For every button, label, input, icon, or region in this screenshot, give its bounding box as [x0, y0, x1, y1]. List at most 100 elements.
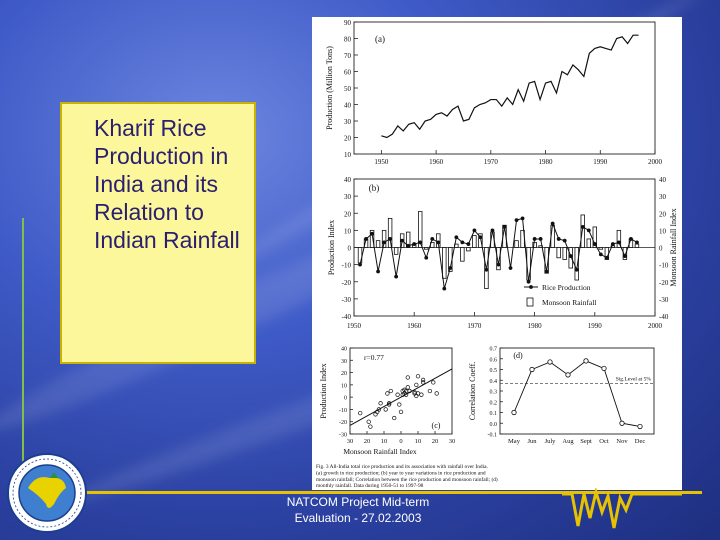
panel-c-point	[431, 380, 436, 385]
panel-b-ytick-label: -40	[342, 313, 352, 321]
panel-d-point	[511, 409, 517, 416]
panel-a-series-line	[381, 34, 639, 139]
title-box: Kharif Rice Production in India and its …	[60, 102, 256, 364]
panel-c-xtick-label: 20	[432, 438, 439, 445]
panel-d-ytick-label: 0.5	[490, 368, 498, 374]
panel-b-production-point	[382, 240, 386, 245]
panel-c-point	[434, 391, 439, 396]
panel-b-production-point	[538, 237, 543, 241]
panel-b-rainfall-bar	[616, 229, 622, 248]
panel-c-ytick-label: 10	[341, 383, 347, 389]
panel-b-production-point	[598, 252, 603, 257]
panel-c-point	[386, 401, 392, 406]
panel-d-point	[547, 359, 553, 365]
panel-b-rainfall-bar	[369, 229, 375, 248]
panel-a-ytick-label: 70	[344, 52, 352, 60]
footer-line-2: Evaluation - 27.02.2003	[294, 511, 422, 525]
panel-b-rainfall-bar	[592, 226, 597, 248]
panel-b-production-point	[442, 286, 447, 291]
panel-b-ytick-label: 30	[344, 193, 352, 201]
panel-b-ytick-label: 40	[344, 176, 352, 184]
panel-c-xtick-label: 20	[364, 438, 371, 445]
panel-b-production-point	[418, 240, 423, 245]
panel-b-production-point	[580, 225, 585, 229]
panel-b-production-point	[629, 237, 633, 241]
panel-a-ytick-label: 10	[344, 151, 352, 159]
panel-a-xtick-label: 1980	[539, 158, 554, 166]
panel-b-production-point	[610, 242, 615, 246]
panel-d-point	[619, 420, 625, 426]
panel-d-xtick-label: Dec	[635, 438, 646, 445]
panel-d-ytick-label: 0.0	[490, 422, 498, 428]
panel-b-production-point	[508, 266, 513, 270]
panel-a-ytick-label: 60	[344, 69, 352, 77]
panel-b-xtick-label: 1950	[347, 322, 362, 330]
panel-d-xtick-label: Aug	[562, 438, 574, 445]
panel-b-ytick-label: 10	[344, 227, 352, 235]
panel-b-production-point	[514, 218, 519, 223]
footer-line-1: NATCOM Project Mid-term	[286, 495, 430, 509]
panel-c-xtick-label: 30	[449, 438, 456, 445]
panel-d-point	[637, 423, 643, 430]
panel-b-production-point	[478, 235, 483, 240]
panel-d-xtick-label: Nov	[616, 438, 628, 445]
panel-c-point	[415, 374, 421, 379]
panel-b-ytick-label: -30	[342, 296, 352, 304]
panel-c-point	[419, 392, 424, 397]
panel-b-production-point	[358, 262, 362, 267]
panel-c-point	[378, 401, 383, 406]
decorative-horizontal-line	[62, 491, 702, 494]
panel-b-rainfall-bar	[562, 247, 567, 260]
panel-b-production-point	[586, 228, 591, 233]
panel-d-ytick-label: 0.6	[490, 357, 498, 363]
panel-c-xlabel: Monsoon Rainfall Index	[343, 447, 417, 456]
panel-d-ytick-label: 0.7	[490, 347, 498, 353]
panel-b-rainfall-bar	[514, 240, 519, 248]
panel-c-xtick-label: 0	[399, 438, 402, 445]
panel-c-xtick-label: 10	[381, 438, 388, 445]
panel-b-rainfall-bar	[574, 247, 579, 281]
figure-caption-line: monsoon rainfall; Correlation between th…	[316, 476, 498, 483]
panel-b-production-point	[388, 237, 393, 241]
panel-c-point	[397, 402, 402, 407]
panel-a-xtick-label: 1990	[593, 158, 608, 166]
panel-c-fit-line	[349, 368, 453, 426]
panel-d-point	[565, 372, 571, 378]
panel-c-point	[386, 402, 392, 407]
footer: NATCOM Project Mid-term Evaluation - 27.…	[258, 494, 458, 526]
panel-b-production-point	[550, 221, 555, 226]
natcom-logo-icon	[7, 453, 87, 533]
panel-b-y2tick-label: -10	[659, 262, 669, 270]
panel-b-production-point	[412, 242, 417, 246]
panel-c-ytick-label: -20	[339, 420, 347, 426]
panel-d-xtick-label: July	[545, 438, 557, 445]
panel-b-production-point	[568, 254, 573, 258]
panel-b-production-point	[520, 216, 525, 221]
panel-b-production-point	[544, 269, 549, 274]
panel-b-legend-point	[529, 285, 533, 289]
panel-c-point	[395, 392, 400, 397]
panel-b-production-point	[370, 231, 374, 236]
panel-b-production-point	[532, 237, 537, 241]
panel-c-label: (c)	[432, 421, 441, 430]
panel-b-rainfall-bar	[424, 247, 429, 250]
panel-c-ytick-label: 30	[341, 359, 347, 365]
panel-c-point	[385, 391, 390, 396]
panel-b-ytick-label: -20	[342, 279, 352, 287]
panel-b-production-point	[406, 243, 411, 248]
panel-c-point	[405, 375, 410, 380]
panel-c-point	[376, 407, 382, 412]
panel-b-y2tick-label: 40	[659, 176, 667, 184]
panel-c-point	[358, 410, 363, 416]
panel-b-ylabel: Production Index	[327, 220, 336, 275]
panel-b-production-point	[604, 255, 609, 260]
panel-d-label: (d)	[513, 351, 523, 360]
panel-b-xtick-label: 1990	[588, 322, 603, 330]
panel-a-ytick-label: 40	[344, 102, 352, 110]
panel-c-point	[405, 385, 410, 390]
panel-b-rainfall-bar	[375, 240, 381, 248]
panel-b-production-point	[490, 228, 495, 233]
panel-b-ytick-label: -10	[342, 262, 352, 270]
panel-b-production-point	[592, 242, 597, 246]
panel-b-rainfall-bar	[622, 247, 628, 260]
